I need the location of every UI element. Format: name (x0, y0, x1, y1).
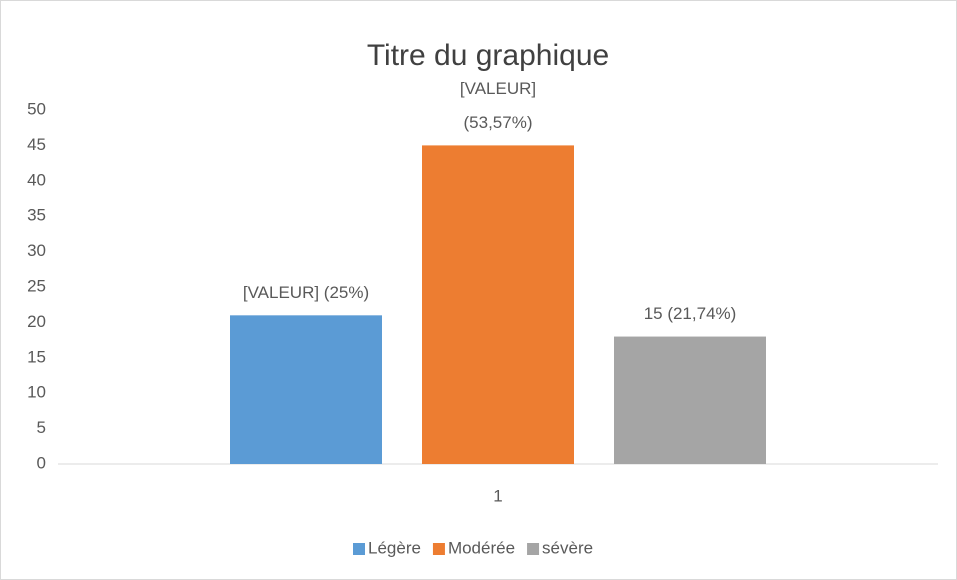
bar (614, 336, 766, 464)
data-label: (53,57%) (464, 113, 533, 132)
y-tick-label: 0 (37, 453, 46, 472)
y-tick-label: 25 (27, 276, 46, 295)
y-tick-label: 40 (27, 170, 46, 189)
x-tick-label: 1 (493, 486, 502, 505)
data-label: [VALEUR] (460, 79, 536, 98)
legend-swatch (353, 543, 365, 555)
y-tick-label: 15 (27, 347, 46, 366)
bar (230, 315, 382, 464)
y-tick-label: 45 (27, 135, 46, 154)
y-tick-label: 50 (27, 99, 46, 118)
y-tick-label: 30 (27, 241, 46, 260)
legend-swatch (527, 543, 540, 555)
y-tick-label: 35 (27, 206, 46, 225)
y-tick-label: 5 (37, 418, 46, 437)
bar (422, 145, 574, 464)
y-tick-label: 10 (27, 383, 46, 402)
legend-label: Modérée (448, 538, 515, 557)
legend-swatch (432, 543, 445, 555)
chart-title: Titre du graphique (367, 39, 609, 72)
data-label: 15 (21,74%) (644, 304, 737, 323)
data-label: [VALEUR] (25%) (243, 283, 369, 302)
legend-label: sévère (542, 538, 593, 557)
legend-label: Légère (368, 538, 421, 557)
y-tick-label: 20 (27, 312, 46, 331)
